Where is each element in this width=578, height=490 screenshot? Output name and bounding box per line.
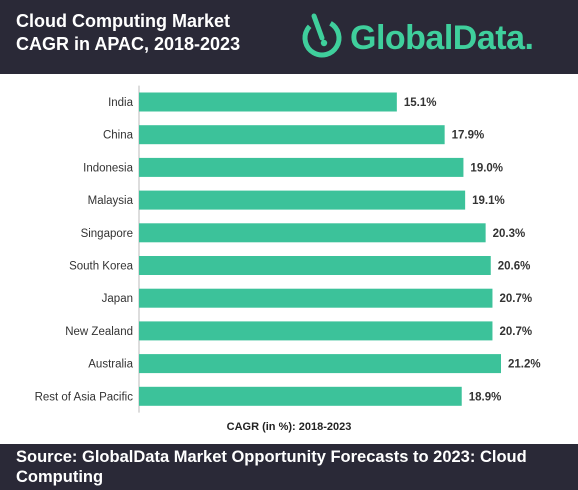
value-label: 19.1%	[472, 195, 505, 207]
category-label: South Korea	[69, 261, 134, 273]
globaldata-logo: GlobalData.	[298, 12, 568, 62]
bar	[139, 354, 501, 374]
bar	[139, 288, 493, 308]
category-label: Australia	[88, 359, 133, 371]
category-label: New Zealand	[65, 326, 133, 338]
category-label: Malaysia	[88, 195, 134, 207]
title-line-2: CAGR in APAC, 2018-2023	[16, 34, 241, 54]
category-label: Singapore	[81, 228, 133, 240]
value-label: 15.1%	[404, 97, 437, 109]
category-label: Rest of Asia Pacific	[35, 391, 134, 403]
bar	[139, 92, 397, 112]
bar	[139, 157, 464, 177]
bar	[139, 223, 486, 243]
value-label: 20.3%	[493, 228, 526, 240]
logo-text: GlobalData.	[350, 19, 534, 57]
value-label: 18.9%	[469, 391, 502, 403]
globaldata-logo-icon	[302, 13, 342, 58]
value-label: 21.2%	[508, 359, 541, 371]
title-line-1: Cloud Computing Market	[16, 11, 230, 31]
bar-chart: India 15.1% China 17.9% Indonesia 19.0% Malays…	[35, 85, 541, 413]
x-axis-label: CAGR (in %): 2018-2023	[226, 421, 352, 433]
value-label: 19.0%	[470, 162, 503, 174]
bar	[139, 125, 445, 145]
footer-banner: Source: GlobalData Market Opportunity Fo…	[0, 444, 578, 490]
bar	[139, 190, 466, 210]
category-label: China	[103, 130, 134, 142]
bar	[139, 256, 491, 275]
header-banner: Cloud Computing Market CAGR in APAC, 201…	[0, 0, 578, 74]
chart-title: Cloud Computing Market CAGR in APAC, 201…	[16, 10, 286, 56]
value-label: 17.9%	[452, 130, 485, 142]
value-label: 20.7%	[499, 326, 532, 338]
bar	[139, 321, 493, 341]
category-label: Indonesia	[83, 162, 133, 174]
value-label: 20.7%	[499, 293, 532, 305]
category-label: Japan	[102, 293, 133, 305]
source-text: Source: GlobalData Market Opportunity Fo…	[16, 448, 527, 486]
value-label: 20.6%	[498, 261, 531, 273]
category-label: India	[108, 97, 134, 109]
bar	[139, 386, 462, 406]
